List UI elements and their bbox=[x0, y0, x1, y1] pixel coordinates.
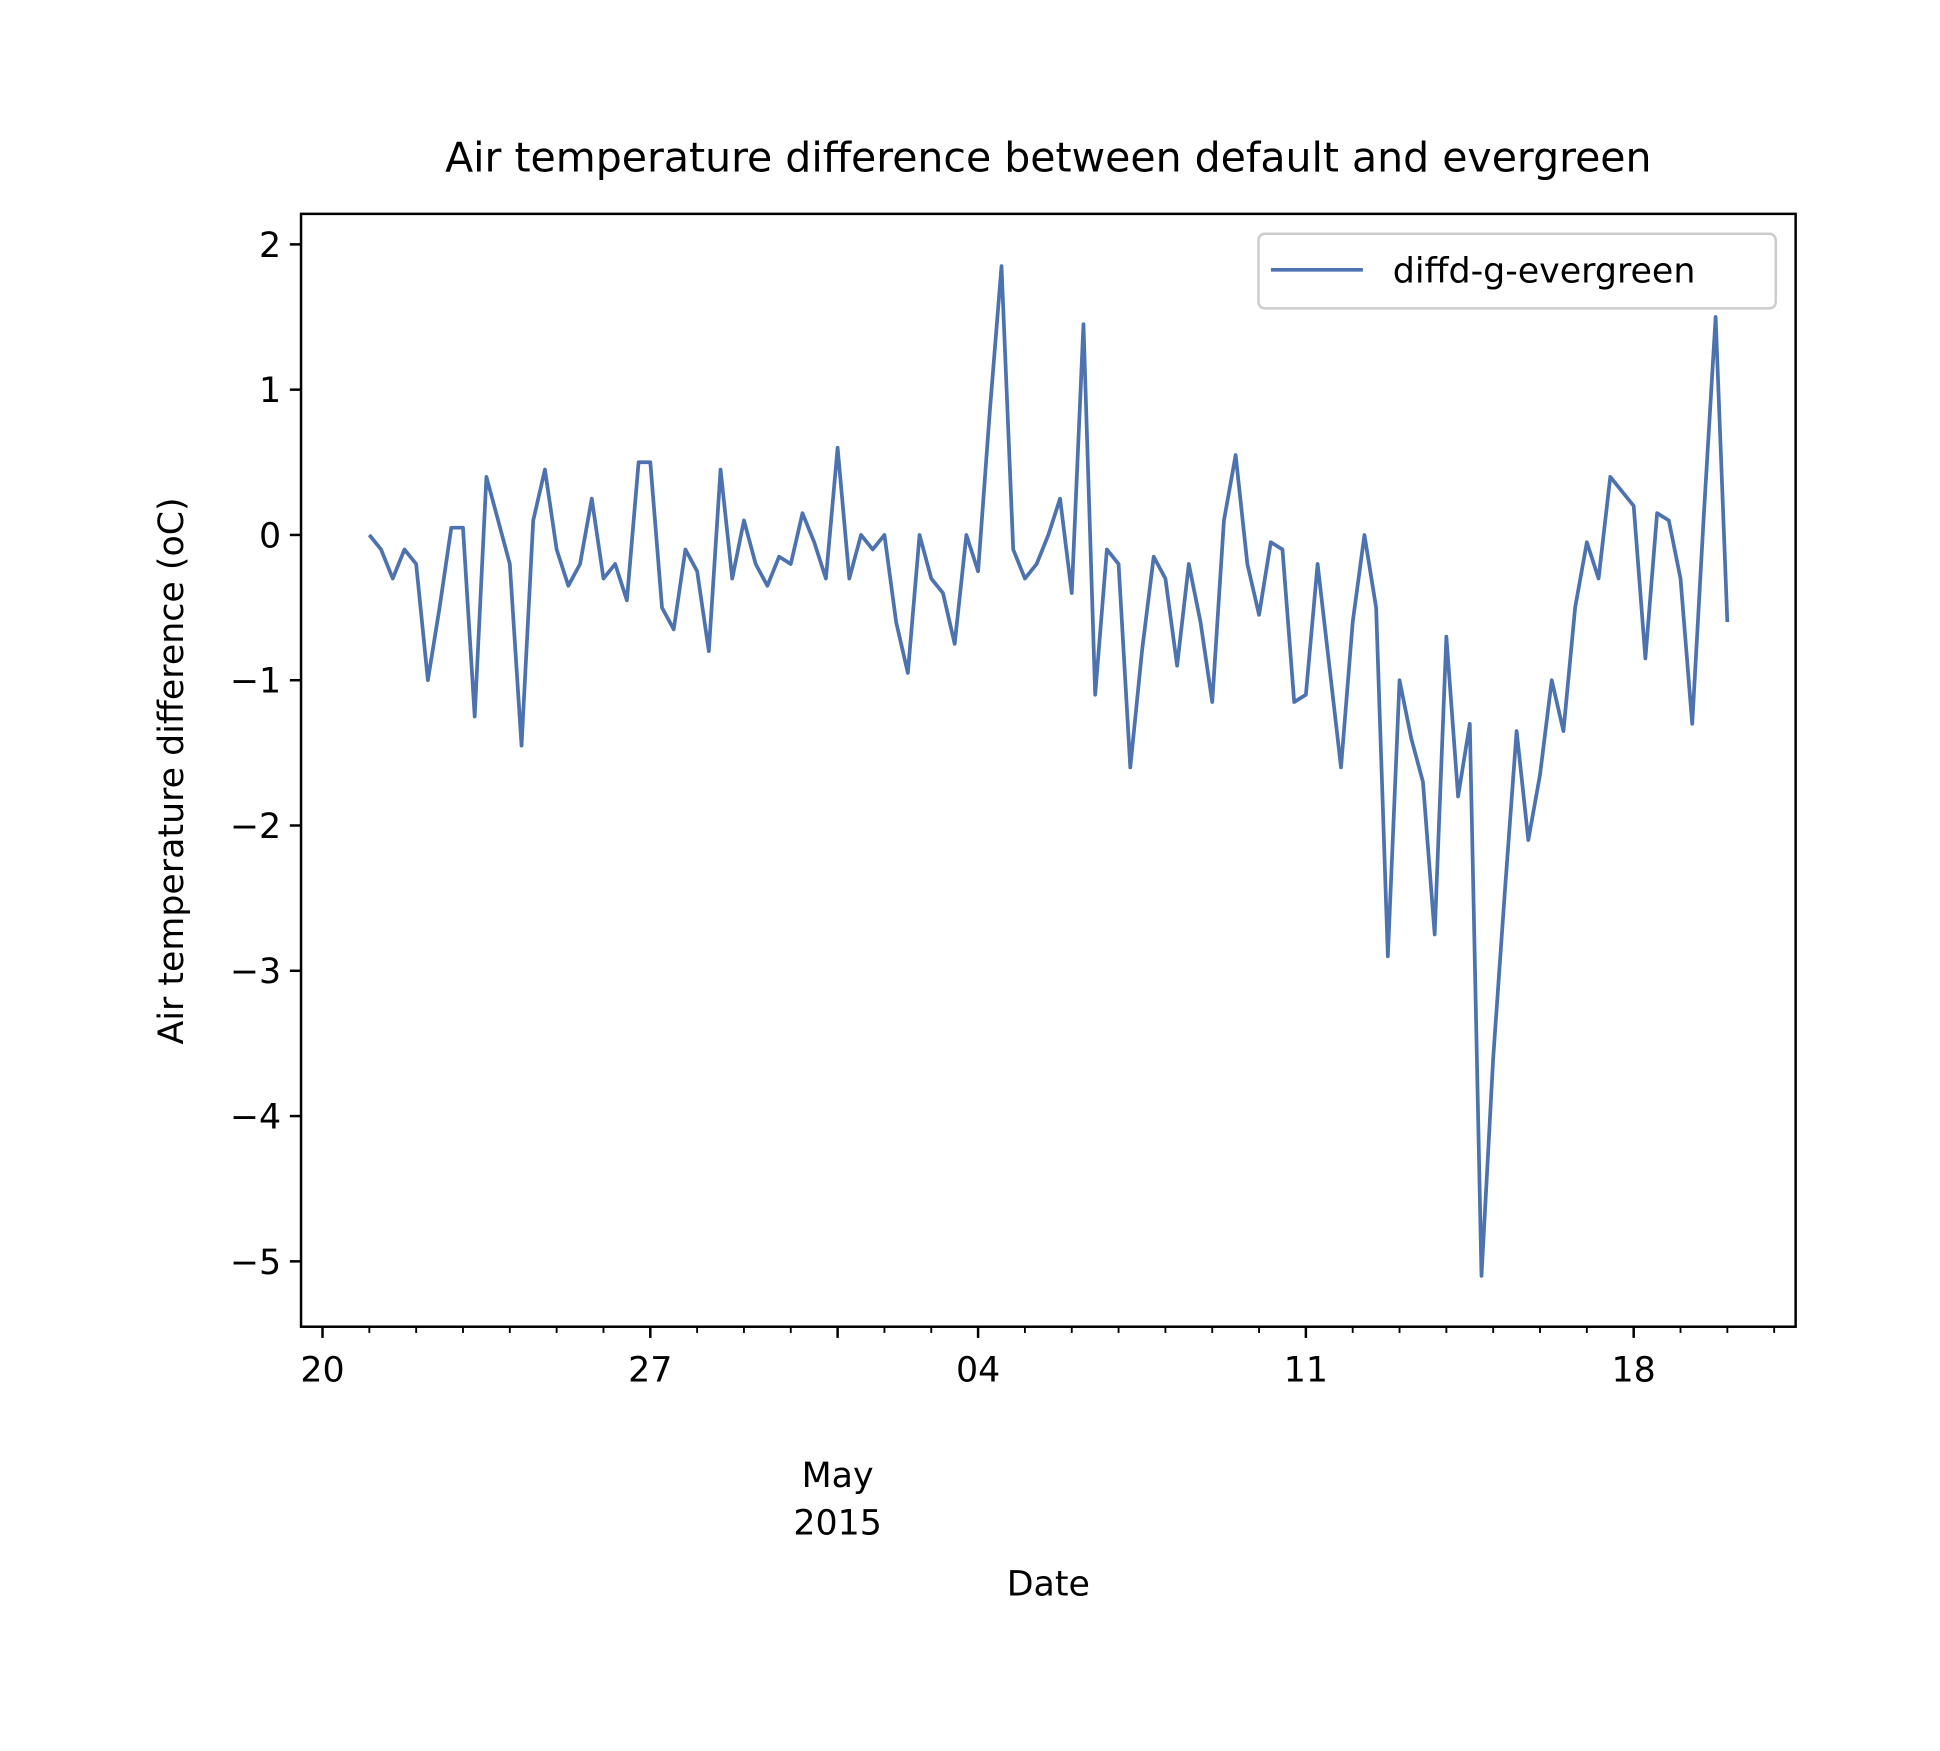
plot-frame bbox=[299, 212, 1797, 1328]
y-tick-label: 2 bbox=[259, 226, 281, 266]
y-tick-label: 0 bbox=[259, 516, 281, 556]
x-tick-label: 27 bbox=[628, 1350, 672, 1390]
legend-label: diffd-g-evergreen bbox=[1393, 251, 1696, 291]
x-tick-label: May 2015 bbox=[793, 1456, 882, 1543]
y-tick-label: −5 bbox=[230, 1243, 281, 1283]
chart-title: Air temperature difference between defau… bbox=[445, 134, 1651, 182]
y-axis-label: Air temperature difference (oC) bbox=[152, 497, 192, 1044]
x-tick-label: 04 bbox=[956, 1350, 1000, 1390]
x-tick-label: 11 bbox=[1284, 1350, 1328, 1390]
x-axis-label: Date bbox=[1007, 1564, 1090, 1604]
data-line bbox=[367, 264, 1730, 1278]
y-tick-label: −3 bbox=[230, 952, 281, 992]
legend-box bbox=[1257, 232, 1777, 310]
y-tick-label: −4 bbox=[230, 1098, 281, 1138]
legend: diffd-g-evergreen bbox=[1257, 232, 1777, 310]
x-tick-label: 20 bbox=[300, 1350, 344, 1390]
x-tick-label: 18 bbox=[1612, 1350, 1656, 1390]
y-tick-label: −1 bbox=[230, 662, 281, 702]
y-tick-label: 1 bbox=[259, 371, 281, 411]
y-tick-label: −2 bbox=[230, 807, 281, 847]
